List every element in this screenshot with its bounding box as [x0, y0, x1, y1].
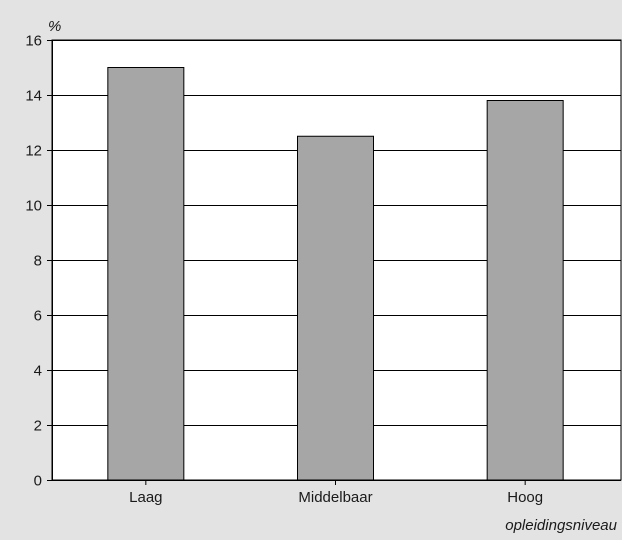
- y-tick-label-10: 10: [25, 198, 42, 215]
- bar-laag: [107, 67, 185, 481]
- bar-middelbaar: [297, 135, 374, 481]
- x-axis: Laag Middelbaar Hoog: [52, 480, 621, 506]
- x-tick-label-middelbaar: Middelbaar: [298, 489, 372, 506]
- y-tick-label-14: 14: [25, 88, 42, 105]
- bars: [107, 67, 564, 481]
- x-axis-label: opleidingsniveau: [505, 517, 617, 534]
- y-tick-label-8: 8: [34, 253, 42, 270]
- y-tick-label-0: 0: [34, 473, 42, 490]
- y-tick-label-2: 2: [34, 418, 42, 435]
- y-tick-label-12: 12: [25, 143, 42, 160]
- bar-hoog: [486, 100, 564, 481]
- y-axis-label: %: [48, 18, 61, 35]
- y-tick-label-4: 4: [34, 363, 42, 380]
- y-tick-label-16: 16: [25, 33, 42, 50]
- y-tick-label-6: 6: [34, 308, 42, 325]
- x-tick-label-laag: Laag: [129, 489, 162, 506]
- x-tick-label-hoog: Hoog: [507, 489, 543, 506]
- y-axis: 0 2 4 6 8 10 12 14 16: [25, 33, 53, 490]
